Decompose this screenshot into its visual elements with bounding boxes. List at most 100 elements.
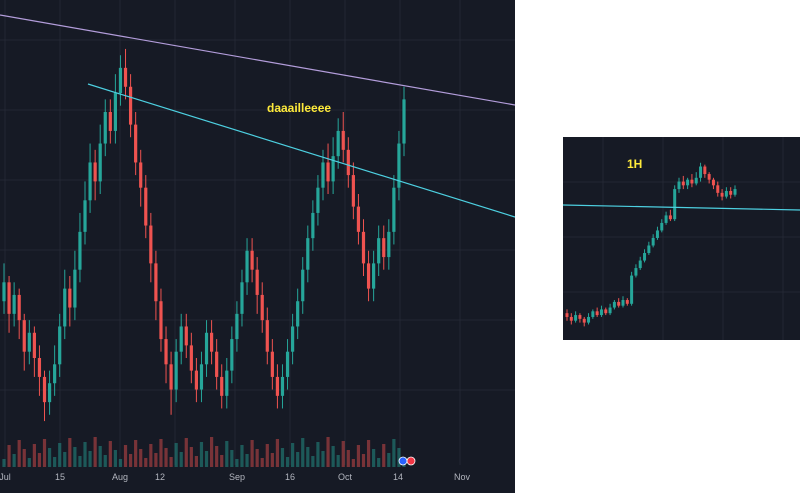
main-candle xyxy=(230,339,234,371)
main-volume-bar xyxy=(230,450,234,467)
event-badge-1[interactable] xyxy=(398,456,408,466)
main-volume-bar xyxy=(88,451,92,467)
main-volume-bar xyxy=(306,447,310,467)
main-volume-bar xyxy=(285,457,290,467)
inset-candle xyxy=(724,190,728,197)
main-volume-bar xyxy=(73,447,77,467)
main-candle xyxy=(336,130,340,157)
inset-candle xyxy=(681,181,685,186)
event-badge-2[interactable] xyxy=(406,456,416,466)
main-volume-bar xyxy=(356,445,361,467)
inset-candles xyxy=(565,162,737,327)
main-candles xyxy=(2,48,406,422)
main-volume-bar xyxy=(215,446,219,467)
inset-candle xyxy=(578,315,582,319)
inset-1h-chart[interactable]: 1H xyxy=(563,137,800,340)
x-tick-label: Nov xyxy=(454,472,471,482)
main-volume-bar xyxy=(42,439,47,467)
inset-chart-canvas[interactable]: 1H xyxy=(563,137,800,340)
main-volume-bar xyxy=(17,440,21,467)
main-candle xyxy=(53,364,57,384)
main-candle xyxy=(275,376,280,396)
main-candle xyxy=(128,86,133,125)
lower-trendline[interactable] xyxy=(87,83,515,218)
inset-candle xyxy=(660,222,664,231)
main-candle xyxy=(58,326,62,365)
main-volume-bar xyxy=(63,452,67,467)
main-volume-bar xyxy=(199,442,204,467)
main-candle xyxy=(42,376,47,403)
main-candle xyxy=(260,294,264,321)
inset-candle xyxy=(668,215,672,220)
main-volume-bar xyxy=(260,458,264,467)
main-candle xyxy=(285,351,290,377)
main-price-chart[interactable]: daaailleeee Jul 15 Aug 12 Sep 16 Oct 14 Nov xyxy=(0,0,515,493)
main-candle xyxy=(326,162,330,182)
inset-candle xyxy=(673,189,677,220)
main-candle xyxy=(351,175,355,207)
main-volume-bar xyxy=(32,444,36,467)
main-candle xyxy=(331,156,335,182)
main-candle xyxy=(108,112,112,131)
main-volume-bar xyxy=(372,449,376,467)
inset-candle xyxy=(720,192,724,197)
main-volume-bar xyxy=(78,456,82,467)
main-candle xyxy=(235,313,239,340)
main-candle xyxy=(154,263,158,302)
main-volume-bar xyxy=(240,445,244,467)
main-volume-bar xyxy=(392,439,396,467)
main-volume-bar xyxy=(326,437,330,467)
main-candle xyxy=(301,269,305,302)
main-candle xyxy=(387,231,391,258)
inset-candle xyxy=(729,190,733,195)
main-candle xyxy=(341,130,345,150)
event-badges[interactable] xyxy=(398,456,416,466)
main-volume-bar xyxy=(164,448,168,467)
main-volume-bar xyxy=(58,443,62,467)
main-candle xyxy=(240,282,244,314)
x-tick-label: Oct xyxy=(338,472,353,482)
main-volume-bar xyxy=(98,446,102,467)
inset-candle xyxy=(651,237,655,246)
main-volume-bar xyxy=(194,456,199,467)
main-candle xyxy=(270,351,274,377)
main-candle xyxy=(22,320,26,352)
upper-trendline[interactable] xyxy=(0,14,515,106)
x-tick-label: Jul xyxy=(0,472,11,482)
x-tick-label: 16 xyxy=(285,472,295,482)
main-candle xyxy=(184,326,188,346)
main-volume-bar xyxy=(169,457,173,467)
inset-candle xyxy=(569,316,573,321)
inset-candle xyxy=(587,316,591,323)
main-chart-canvas[interactable]: daaailleeee Jul 15 Aug 12 Sep 16 Oct 14 Nov xyxy=(0,0,515,493)
main-volume-bar xyxy=(47,448,52,467)
main-volume-bar xyxy=(265,444,269,467)
main-volume-bars xyxy=(2,437,406,467)
main-candle xyxy=(209,332,214,352)
inset-candle xyxy=(565,313,569,317)
main-volume-bar xyxy=(209,437,214,467)
main-candle xyxy=(316,187,320,213)
main-volume-bar xyxy=(144,458,148,467)
main-candle xyxy=(73,269,77,308)
inset-trendline[interactable] xyxy=(563,204,800,211)
inset-candle xyxy=(694,177,698,184)
inset-candle xyxy=(664,215,668,223)
inset-candle xyxy=(699,166,703,178)
main-candle xyxy=(245,250,249,283)
main-candle xyxy=(194,370,199,390)
main-volume-bar xyxy=(321,451,325,467)
main-candle xyxy=(32,332,36,358)
main-volume-bar xyxy=(331,446,335,467)
main-candle xyxy=(88,162,92,201)
x-tick-label: Aug xyxy=(112,472,128,482)
main-volume-bar xyxy=(296,452,300,467)
main-candle xyxy=(27,332,31,352)
main-candle xyxy=(250,250,254,270)
main-volume-bar xyxy=(220,455,224,467)
inset-candle xyxy=(716,185,720,193)
main-candle xyxy=(164,339,168,365)
main-volume-bar xyxy=(235,459,239,467)
inset-candle xyxy=(711,179,715,186)
main-volume-bar xyxy=(103,455,107,467)
